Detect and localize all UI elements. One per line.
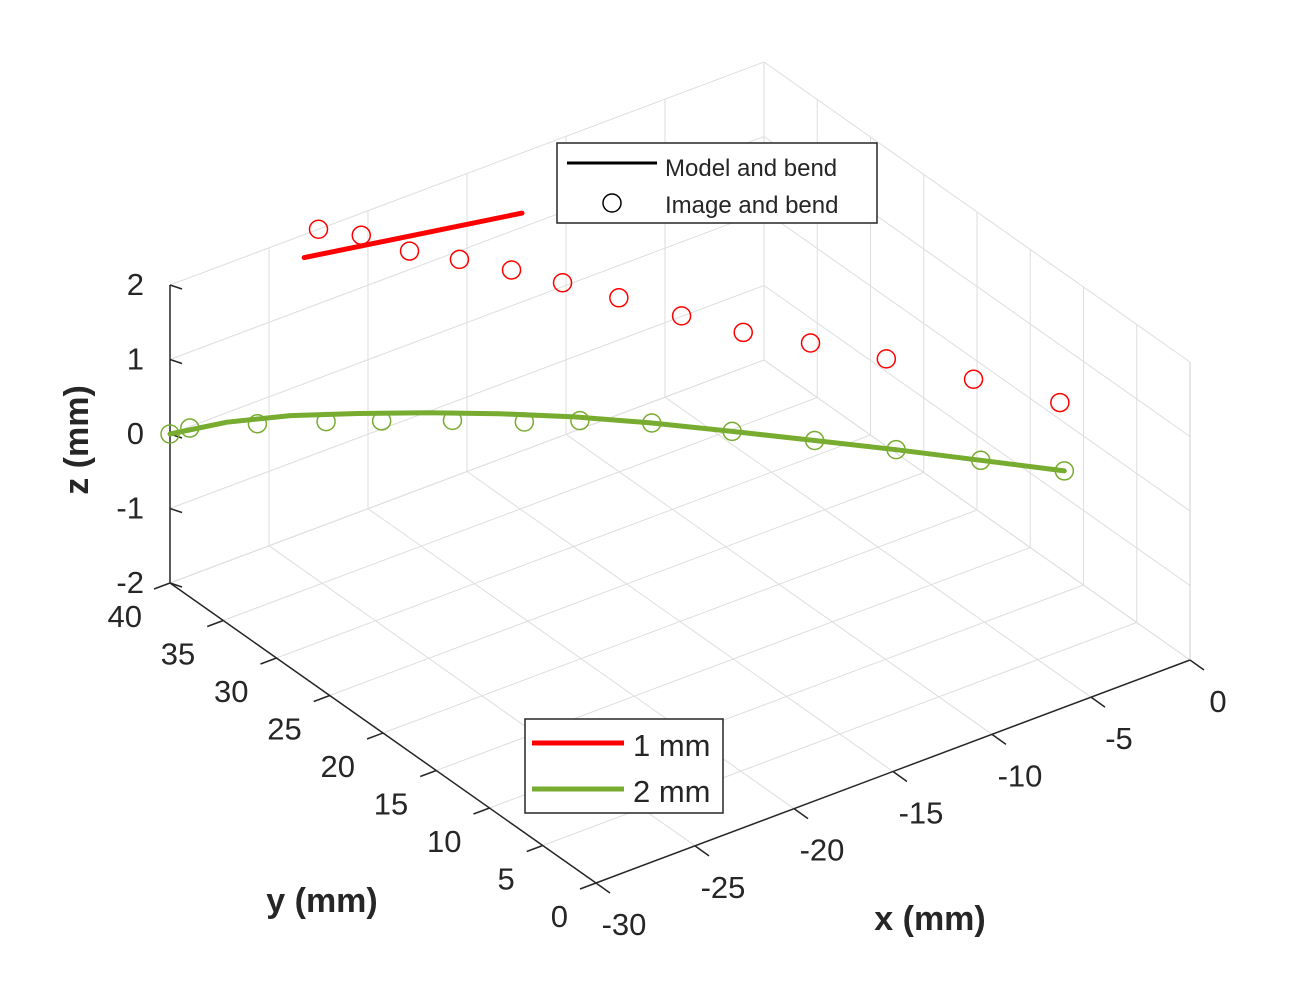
- series-point-2-mm: [1054, 461, 1075, 481]
- grid-line-sidewall-z: [763, 359, 1191, 661]
- grid-line-floor-y: [223, 397, 818, 621]
- y-tick-label: 15: [374, 787, 408, 822]
- x-axis-label: x (mm): [874, 900, 985, 938]
- series-point-2-mm: [642, 413, 662, 433]
- x-tick-mark: [892, 770, 908, 783]
- x-tick-mark: [694, 845, 710, 857]
- series-point-2-mm: [160, 424, 180, 444]
- z-tick-mark: [169, 358, 183, 365]
- x-tick-label: -25: [701, 870, 746, 905]
- series-point-1-mm: [552, 273, 573, 293]
- series-point-1-mm: [800, 333, 821, 353]
- legend-style: Model and bend Image and bend: [556, 142, 878, 224]
- series-point-1-mm: [501, 260, 522, 280]
- series-point-2-mm: [971, 450, 991, 471]
- data-series: [160, 210, 1075, 481]
- legend-style-box: [556, 142, 878, 224]
- x-tick-label: 0: [1209, 684, 1226, 719]
- series-point-2-mm: [371, 411, 392, 431]
- series-point-1-mm: [963, 369, 984, 389]
- y-axis-label: y (mm): [266, 882, 377, 920]
- y-tick-label: 5: [498, 862, 515, 897]
- y-tick-label: 40: [108, 599, 142, 634]
- z-tick-mark: [169, 582, 183, 588]
- series-point-1-mm: [351, 225, 372, 246]
- series-point-2-mm: [247, 413, 268, 434]
- legend-series-entry-1mm: 1 mm: [633, 728, 711, 763]
- z-axis-label: z (mm): [58, 385, 96, 495]
- grid-line-floor-y: [382, 509, 978, 734]
- x-tick-mark: [1189, 659, 1205, 671]
- grid-line-backwall-z: [169, 285, 765, 509]
- z-tick-label: 2: [127, 267, 144, 302]
- y-tick-mark: [419, 769, 437, 778]
- x-tick-label: -5: [1105, 721, 1133, 756]
- z-tick-label: -2: [116, 565, 144, 600]
- grid-line-sidewall-z: [763, 285, 1191, 586]
- series-point-1-mm: [308, 219, 329, 239]
- grid-line-sidewall-z: [763, 61, 1191, 363]
- tick-labels: -30-25-20-15-10-500510152025303540-2-101…: [108, 267, 1227, 942]
- series-point-2-mm: [316, 411, 336, 432]
- y-tick-label: 20: [321, 749, 355, 784]
- grid-line-floor-y: [329, 472, 924, 696]
- y-tick-mark: [473, 807, 490, 815]
- series-point-2-mm: [514, 412, 535, 432]
- x-tick-mark: [595, 882, 611, 894]
- legend-style-circle-swatch: [602, 193, 622, 213]
- x-tick-label: -20: [800, 833, 845, 868]
- z-tick-mark: [169, 507, 183, 514]
- series-point-2-mm: [570, 410, 590, 431]
- y-tick-label: 0: [551, 899, 568, 934]
- grid-line-sidewall-z: [763, 210, 1191, 512]
- series-point-1-mm: [733, 322, 753, 343]
- series-point-1-mm: [671, 306, 692, 326]
- y-tick-mark: [526, 844, 544, 853]
- x-tick-label: -30: [602, 907, 647, 942]
- grid-line-floor-y: [276, 434, 871, 659]
- y-tick-mark: [260, 657, 277, 665]
- z-tick-label: 0: [127, 416, 144, 451]
- y-tick-label: 10: [427, 824, 461, 859]
- z-tick-label: 1: [127, 342, 144, 377]
- series-point-2-mm: [442, 410, 463, 431]
- x-tick-mark: [991, 733, 1007, 745]
- series-line-1-mm: [301, 210, 525, 261]
- legend-series: 1 mm 2 mm: [524, 718, 724, 814]
- legend-series-box: [524, 718, 724, 814]
- legend-style-entry-model: Model and bend: [665, 155, 837, 182]
- series-point-1-mm: [609, 288, 629, 308]
- x-tick-mark: [1090, 696, 1106, 708]
- y-tick-label: 30: [214, 674, 248, 709]
- series-point-2-mm: [886, 439, 906, 460]
- series-point-2-mm: [722, 421, 742, 442]
- series-line-2-mm: [167, 410, 1067, 474]
- grid-line-backwall-z: [169, 359, 765, 584]
- y-tick-label: 35: [161, 637, 195, 672]
- y-tick-mark: [366, 732, 384, 740]
- x-tick-label: -10: [998, 758, 1043, 793]
- series-point-1-mm: [1050, 392, 1070, 413]
- z-tick-label: -1: [116, 491, 144, 526]
- y-tick-label: 25: [267, 712, 301, 747]
- grid-line-backwall-z: [169, 61, 765, 286]
- y-tick-mark: [153, 582, 171, 590]
- series-point-1-mm: [449, 249, 470, 270]
- legend-series-entry-2mm: 2 mm: [633, 774, 711, 809]
- x-tick-label: -15: [899, 796, 944, 831]
- grid-line-backwall-z: [169, 210, 765, 435]
- y-tick-mark: [206, 619, 224, 628]
- y-tick-mark: [579, 882, 597, 890]
- grid-lines: [169, 61, 1191, 884]
- series-point-1-mm: [876, 349, 897, 369]
- y-tick-mark: [313, 694, 331, 703]
- series-point-1-mm: [399, 241, 420, 261]
- legend-style-entry-image: Image and bend: [665, 192, 838, 219]
- z-tick-mark: [169, 284, 183, 290]
- series-point-2-mm: [804, 430, 825, 451]
- series-point-2-mm: [180, 418, 200, 438]
- x-tick-mark: [793, 808, 809, 820]
